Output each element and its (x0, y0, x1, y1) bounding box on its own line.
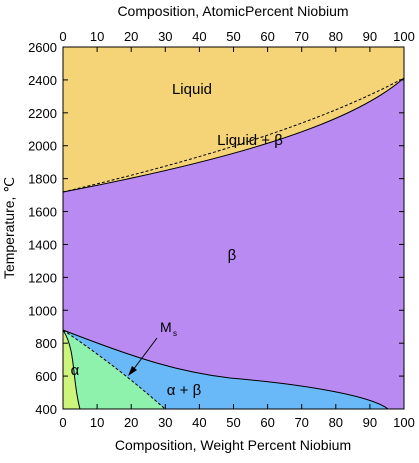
bottom-tick-label: 40 (192, 415, 206, 430)
left-tick-label: 1200 (28, 270, 57, 285)
label-ms: M (160, 319, 172, 335)
left-tick-label: 2000 (28, 139, 57, 154)
top-tick-label: 10 (90, 29, 104, 44)
ms-leader-line (132, 337, 158, 371)
bottom-tick-label: 70 (294, 415, 308, 430)
label-liquid-beta: Liquid + β (217, 132, 283, 149)
label-alpha-beta: α + β (167, 382, 202, 399)
region-alpha-prime (63, 330, 165, 409)
beta-transus-line (62, 329, 389, 410)
alpha-solvus-line (62, 329, 81, 410)
region-alpha-beta (63, 330, 388, 409)
solidus-line (62, 77, 405, 193)
left-tick-label: 400 (35, 402, 57, 417)
left-tick-label: 2400 (28, 73, 57, 88)
left-tick-label: 1600 (28, 205, 57, 220)
left-tick-label: 1800 (28, 172, 57, 187)
top-axis-title: Composition, AtomicPercent Niobium (117, 3, 348, 19)
bottom-tick-label: 20 (124, 415, 138, 430)
label-ms-subscript: s (173, 329, 177, 338)
label-alpha: α (71, 362, 80, 379)
bottom-axis-title: Composition, Weight Percent Niobium (115, 437, 351, 453)
bottom-tick-label: 50 (226, 415, 240, 430)
top-tick-label: 20 (124, 29, 138, 44)
region-liquid (63, 47, 404, 192)
top-tick-label: 60 (260, 29, 274, 44)
left-tick-label: 600 (35, 369, 57, 384)
top-tick-label: 50 (226, 29, 240, 44)
bottom-tick-label: 10 (90, 415, 104, 430)
bottom-tick-label: 30 (158, 415, 172, 430)
left-axis: 400 600 800 1000 1200 1400 1600 1800 2000 2200 240… (28, 40, 404, 417)
top-tick-label: 70 (294, 29, 308, 44)
left-tick-label: 1400 (28, 237, 57, 252)
bottom-tick-label: 80 (329, 415, 343, 430)
bottom-tick-label: 0 (59, 415, 66, 430)
top-axis: 0 10 20 30 40 50 60 70 80 90 100 (59, 29, 415, 52)
bottom-tick-label: 100 (393, 415, 415, 430)
top-tick-label: 80 (329, 29, 343, 44)
label-beta: β (228, 247, 237, 264)
top-tick-label: 100 (393, 29, 415, 44)
top-tick-label: 0 (59, 29, 66, 44)
liquidus-line (62, 77, 405, 193)
region-beta (63, 78, 404, 409)
top-tick-label: 30 (158, 29, 172, 44)
left-tick-label: 800 (35, 336, 57, 351)
ms-line (62, 329, 166, 410)
left-axis-title: Temperature, ℃ (1, 177, 17, 279)
top-tick-label: 90 (363, 29, 377, 44)
top-tick-label: 40 (192, 29, 206, 44)
ms-arrowhead (128, 366, 137, 376)
left-tick-label: 2200 (28, 106, 57, 121)
bottom-tick-label: 90 (363, 415, 377, 430)
bottom-tick-label: 60 (260, 415, 274, 430)
label-liquid: Liquid (172, 81, 212, 98)
bottom-axis: 0 10 20 30 40 50 60 70 80 90 100 (59, 404, 415, 430)
left-tick-label: 1000 (28, 303, 57, 318)
left-tick-label: 2600 (28, 40, 57, 55)
